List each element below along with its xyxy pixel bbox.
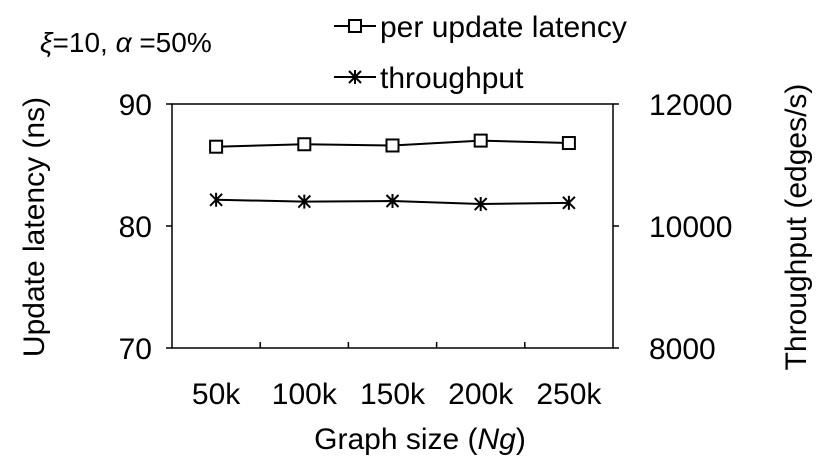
right-y-tick-labels: 8000 10000 12000 (649, 89, 732, 366)
x-tick-label: 250k (536, 378, 602, 411)
left-y-tick-label: 70 (119, 333, 152, 366)
x-axis-title-var: Ng (478, 423, 517, 456)
legend-throughput-marker (348, 70, 362, 84)
right-y-tick-label: 12000 (649, 89, 732, 122)
x-axis-title: Graph size (Ng) (314, 423, 526, 456)
alpha-symbol: α (116, 27, 133, 58)
legend-latency-marker (348, 19, 362, 33)
right-y-tick-label: 10000 (649, 211, 732, 244)
left-y-tick-labels: 70 80 90 (119, 89, 152, 366)
left-y-tick-label: 90 (119, 89, 152, 122)
data-point-square (297, 137, 312, 152)
xi-symbol: ξ (40, 27, 54, 58)
right-y-tick-label: 8000 (649, 333, 716, 366)
x-axis-title-prefix: Graph size ( (314, 423, 477, 456)
data-point-star (209, 192, 223, 207)
alpha-value: =50% (132, 27, 212, 58)
x-tick-labels: 50k 100k 150k 200k 250k (192, 378, 603, 411)
data-point-star (297, 194, 312, 209)
x-tick-label: 200k (448, 378, 514, 411)
data-point-square (209, 139, 224, 154)
left-y-tick-label: 80 (119, 211, 152, 244)
left-y-axis-title: Update latency (ns) (18, 97, 51, 357)
tick-marks (166, 103, 619, 349)
legend: per update latency throughput (334, 11, 627, 95)
x-tick-label: 50k (192, 378, 241, 411)
series-throughput (209, 192, 576, 212)
x-tick-label: 100k (272, 378, 338, 411)
data-point-star (473, 197, 488, 212)
legend-throughput-label: throughput (380, 62, 524, 95)
data-point-star (385, 193, 400, 208)
series-group (209, 133, 576, 212)
data-point-square (561, 136, 576, 151)
xi-value: =10, (53, 27, 116, 58)
condition-annotation: ξ=10, α =50% (40, 27, 212, 58)
data-point-square (385, 138, 400, 153)
data-point-square (473, 133, 488, 148)
legend-latency-label: per update latency (380, 11, 627, 44)
series-latency (209, 133, 576, 154)
x-axis-title-suffix: ) (516, 423, 526, 456)
right-y-axis-title: Throughput (edges/s) (780, 84, 813, 371)
data-point-star (562, 195, 576, 210)
x-tick-label: 150k (360, 378, 426, 411)
